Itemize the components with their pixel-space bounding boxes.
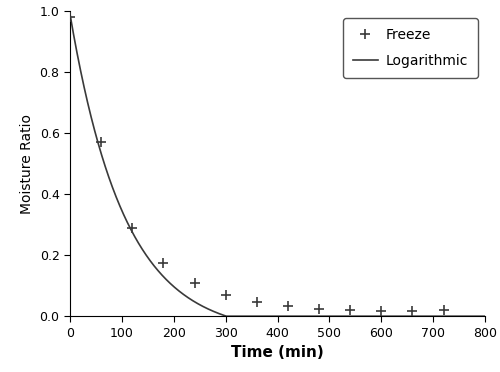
X-axis label: Time (min): Time (min) bbox=[231, 345, 324, 360]
Legend: Freeze, Logarithmic: Freeze, Logarithmic bbox=[343, 18, 478, 78]
Y-axis label: Moisture Ratio: Moisture Ratio bbox=[20, 114, 34, 214]
